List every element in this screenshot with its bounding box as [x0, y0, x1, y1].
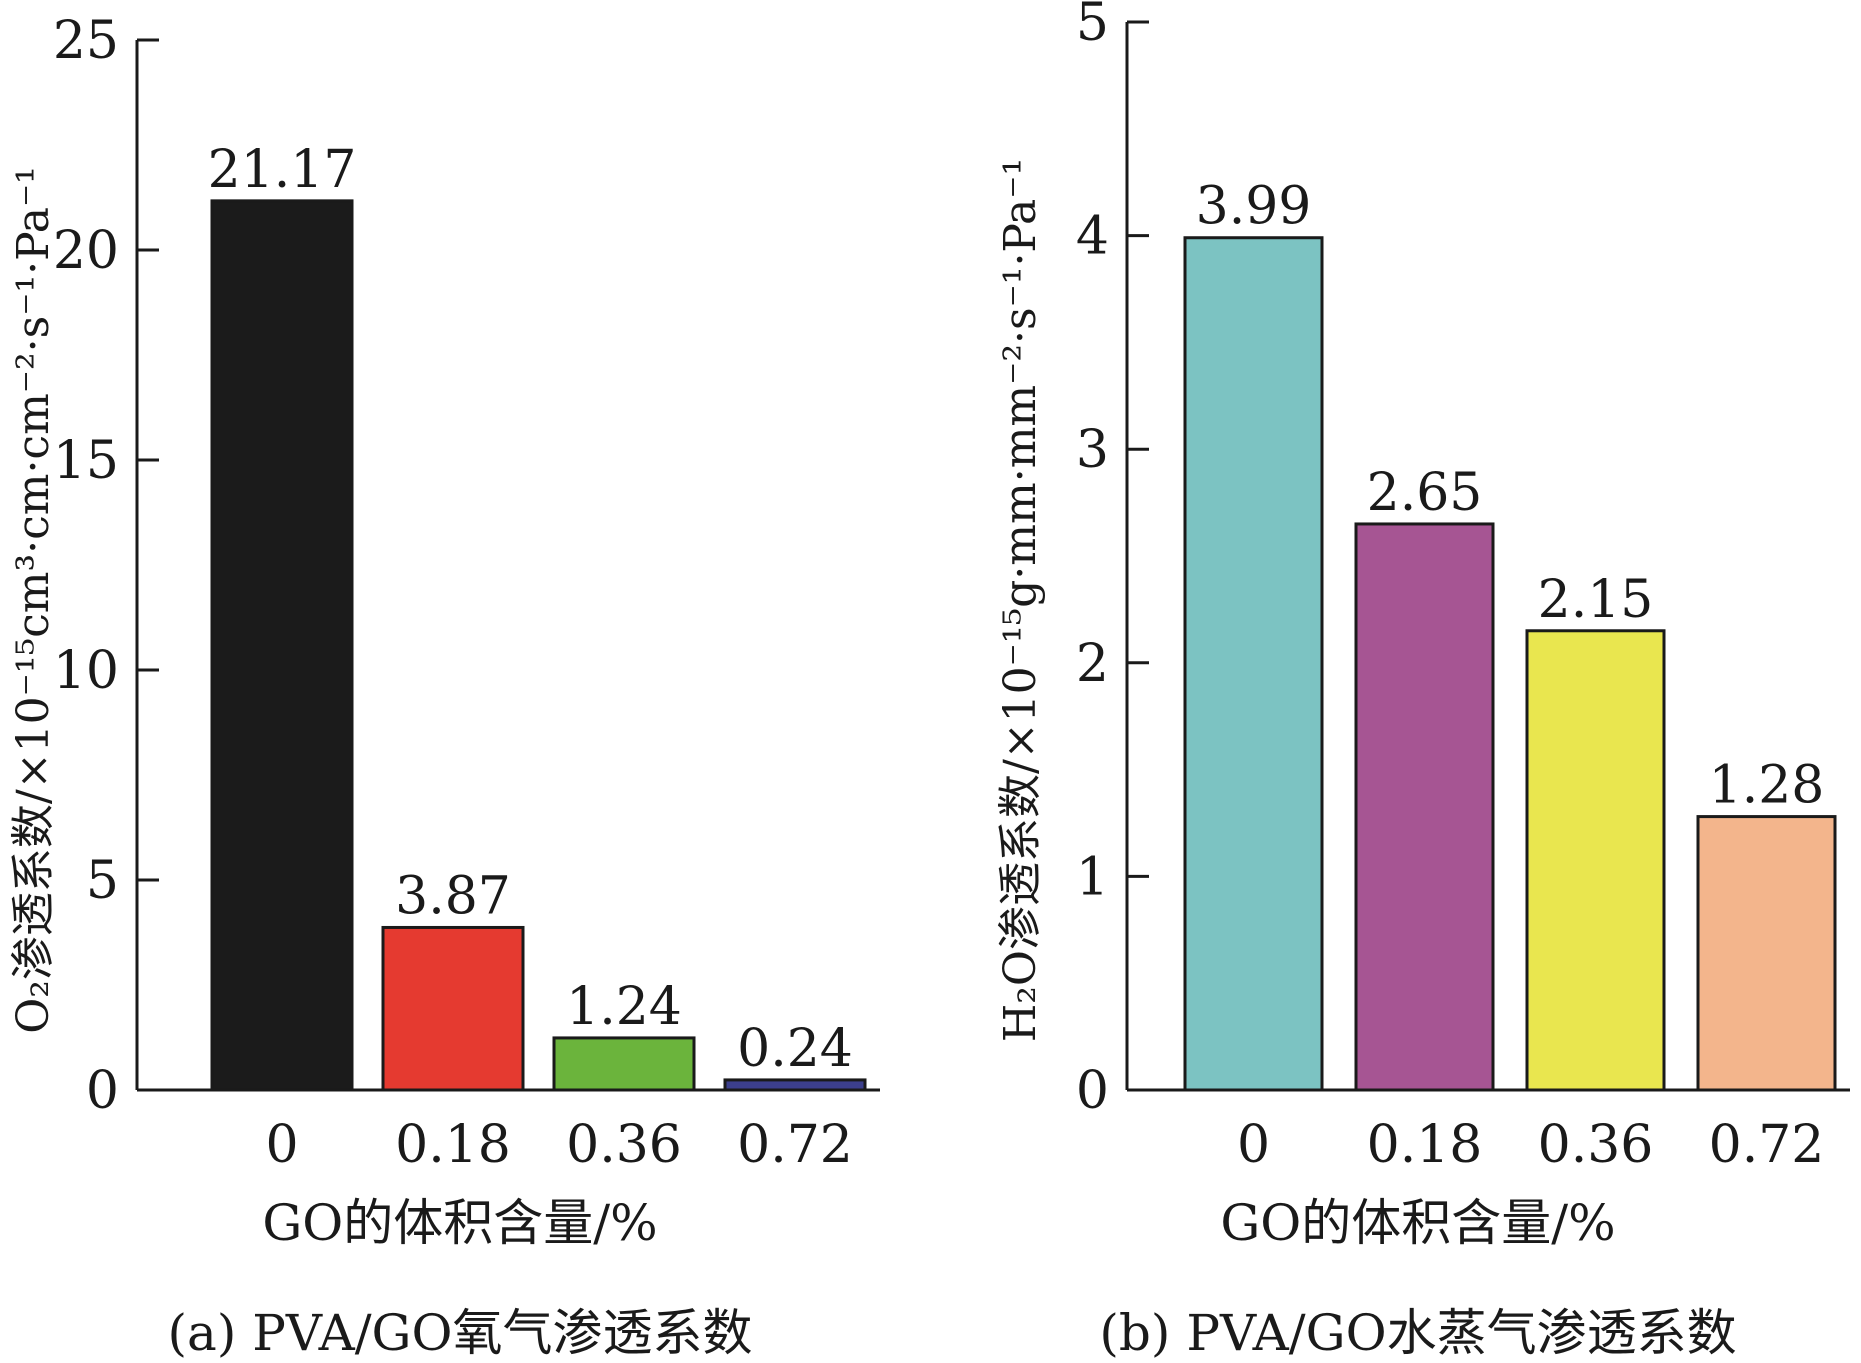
panel-a-caption: (a) PVA/GO氧气渗透系数 — [168, 1304, 753, 1362]
panel-b-value-label-3: 2.15 — [1538, 570, 1654, 630]
panel-a-x-tick-label-3: 0.36 — [566, 1115, 682, 1175]
panel-b-y-axis-title: H₂O渗透系数/×10⁻¹⁵g·mm·mm⁻²·s⁻¹·Pa⁻¹ — [995, 158, 1046, 1042]
panel-b-y-tick-label-6: 5 — [1076, 0, 1109, 53]
panel-b-x-tick-label-1: 0 — [1237, 1115, 1270, 1175]
panel-b-y-tick-label-2: 1 — [1076, 847, 1109, 907]
panel-a-bar-1 — [210, 199, 354, 1092]
panel-b-bar-2 — [1354, 522, 1495, 1092]
panel-a-y-tick-label-1: 0 — [86, 1061, 119, 1121]
panel-a-x-axis-title: GO的体积含量/% — [262, 1194, 657, 1252]
panel-a-bar-4 — [723, 1078, 867, 1092]
panel-b-x-axis-title: GO的体积含量/% — [1220, 1194, 1615, 1252]
panel-b-bar-3 — [1525, 629, 1666, 1092]
panel-b-caption: (b) PVA/GO水蒸气渗透系数 — [1099, 1304, 1736, 1362]
panel-b-y-tick-label-4: 3 — [1076, 420, 1109, 480]
panel-b-y-tick-label-1: 0 — [1076, 1061, 1109, 1121]
panel-a-axes: 0 0.18 0.36 0.72 0 5 10 15 20 25 — [53, 11, 880, 1175]
panel-b-value-label-2: 2.65 — [1367, 463, 1483, 523]
panel-a-y-tick-label-4: 15 — [53, 431, 119, 491]
panel-a-x-tick-label-1: 0 — [265, 1115, 298, 1175]
panel-b-x-tick-label-3: 0.36 — [1538, 1115, 1654, 1175]
panel-b-value-label-1: 3.99 — [1196, 177, 1312, 237]
panel-b-value-label-4: 1.28 — [1709, 756, 1825, 816]
panel-b-water-vapor-chart: 3.99 2.65 2.15 1.28 0 0.18 0.36 0.72 0 1 2 3 4 5 H₂O… — [995, 0, 1850, 1362]
panel-a-value-label-2: 3.87 — [395, 866, 511, 926]
panel-a-value-label-4: 0.24 — [737, 1019, 853, 1079]
panel-a-y-tick-label-3: 10 — [53, 641, 119, 701]
panel-b-x-tick-label-4: 0.72 — [1709, 1115, 1825, 1175]
panel-a-oxygen-chart: 21.17 3.87 1.24 0.24 0 0.18 0.36 0.72 0 5 10 15 20 2… — [8, 11, 880, 1362]
panel-b-axes: 0 0.18 0.36 0.72 0 1 2 3 4 5 — [1076, 0, 1850, 1175]
panel-a-y-tick-label-2: 5 — [86, 851, 119, 911]
panel-a-value-label-3: 1.24 — [566, 977, 682, 1037]
panel-a-y-axis-title: O₂渗透系数/×10⁻¹⁵cm³·cm·cm⁻²·s⁻¹·Pa⁻¹ — [8, 166, 59, 1034]
panel-b-y-tick-label-5: 4 — [1076, 207, 1109, 267]
panel-a-y-tick-label-6: 25 — [53, 11, 119, 71]
panel-a-x-tick-label-2: 0.18 — [395, 1115, 511, 1175]
panel-a-x-tick-label-4: 0.72 — [737, 1115, 853, 1175]
panel-b-bar-1 — [1183, 236, 1324, 1092]
panel-a-bar-3 — [552, 1036, 696, 1092]
panel-b-y-tick-label-3: 2 — [1076, 634, 1109, 694]
panel-b-bar-4 — [1696, 815, 1837, 1092]
panel-b-x-tick-label-2: 0.18 — [1367, 1115, 1483, 1175]
panel-a-bar-2 — [381, 925, 525, 1092]
panel-a-value-label-1: 21.17 — [208, 140, 357, 200]
panel-a-y-tick-label-5: 20 — [53, 221, 119, 281]
panel-b-bars: 3.99 2.65 2.15 1.28 — [1183, 177, 1837, 1092]
panel-a-bars: 21.17 3.87 1.24 0.24 — [208, 140, 867, 1092]
